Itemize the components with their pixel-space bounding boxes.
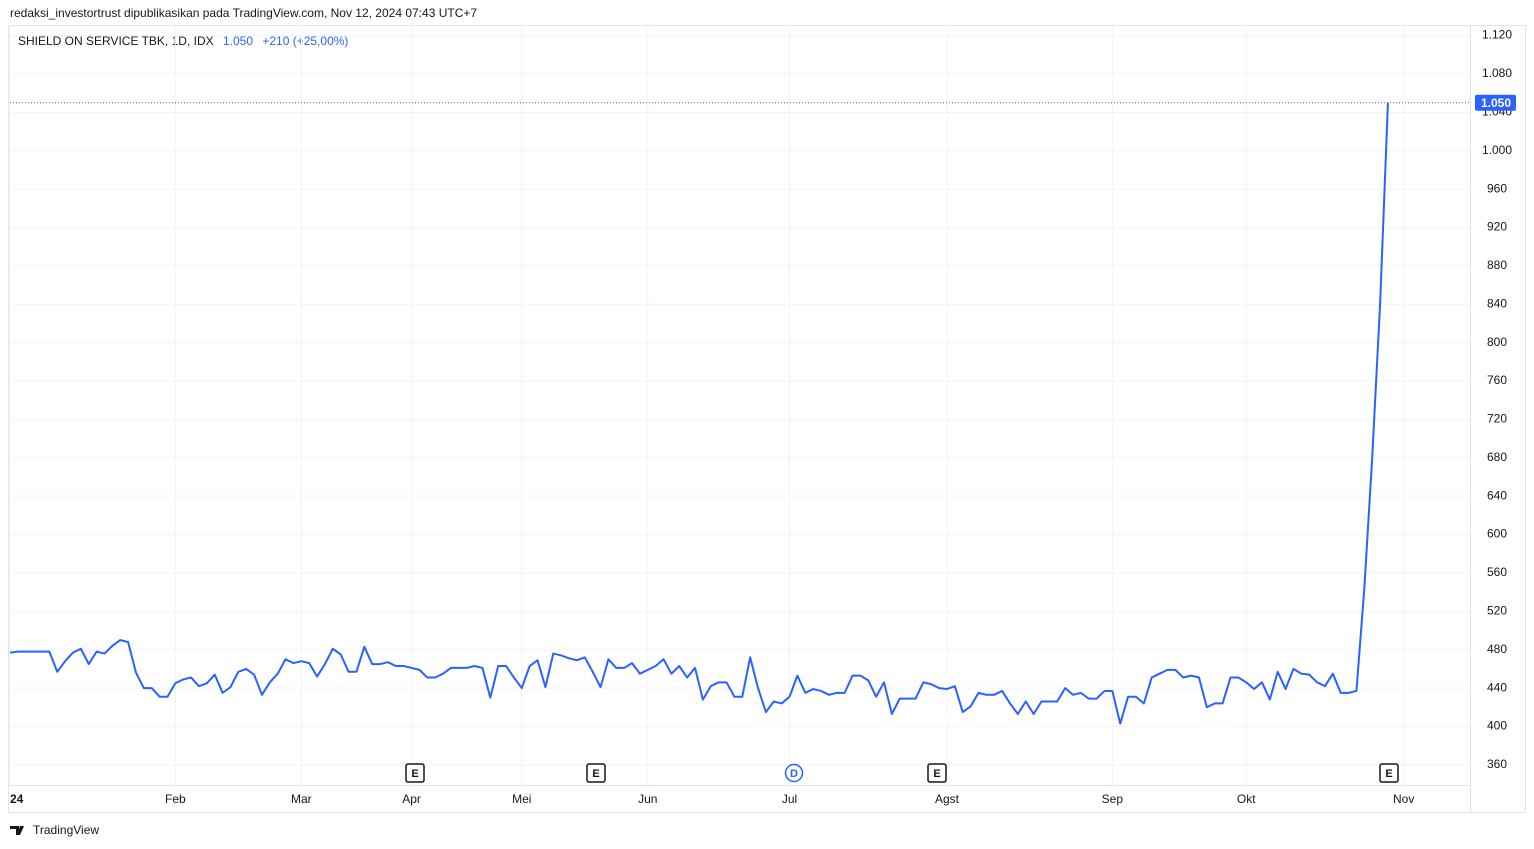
y-tick-label: 880 bbox=[1487, 258, 1507, 272]
x-tick-label: Mar bbox=[291, 792, 312, 806]
x-tick-label: 24 bbox=[10, 792, 24, 806]
last-price: 1.050 bbox=[223, 34, 253, 48]
event-label: E bbox=[1385, 768, 1392, 780]
event-label: E bbox=[933, 768, 940, 780]
x-tick-label: Agst bbox=[935, 792, 960, 806]
price-badge-label: 1.050 bbox=[1481, 96, 1511, 110]
symbol-name: SHIELD ON SERVICE TBK, 1D, IDX bbox=[18, 34, 214, 48]
y-tick-label: 1.000 bbox=[1482, 143, 1512, 157]
x-tick-label: Okt bbox=[1237, 792, 1256, 806]
x-tick-label: Jul bbox=[782, 792, 797, 806]
x-tick-label: Feb bbox=[165, 792, 186, 806]
price-badge bbox=[1475, 94, 1516, 111]
chart-frame bbox=[8, 25, 1526, 813]
y-tick-label: 720 bbox=[1487, 412, 1507, 426]
y-tick-label: 920 bbox=[1487, 220, 1507, 234]
x-tick-label: Nov bbox=[1393, 792, 1414, 806]
y-tick-label: 1.120 bbox=[1482, 28, 1512, 42]
event-earnings bbox=[1379, 763, 1399, 783]
y-tick-label: 360 bbox=[1487, 757, 1507, 771]
legend: SHIELD ON SERVICE TBK, 1D, IDX 1.050 +21… bbox=[18, 34, 348, 48]
y-tick-label: 600 bbox=[1487, 527, 1507, 541]
x-tick-label: Jun bbox=[638, 792, 657, 806]
y-tick-label: 760 bbox=[1487, 373, 1507, 387]
y-tick-label: 440 bbox=[1487, 680, 1507, 694]
x-tick-label: Apr bbox=[402, 792, 421, 806]
y-tick-label: 520 bbox=[1487, 603, 1507, 617]
y-tick-label: 800 bbox=[1487, 335, 1507, 349]
event-label: E bbox=[592, 768, 599, 780]
y-tick-label: 560 bbox=[1487, 565, 1507, 579]
footer-brand: TradingView bbox=[33, 823, 99, 837]
price-change: +210 (+25,00%) bbox=[262, 34, 348, 48]
price-line bbox=[9, 102, 1389, 725]
event-earnings bbox=[927, 763, 947, 783]
publisher-note: redaksi_investortrust dipublikasikan pad… bbox=[10, 6, 477, 20]
event-label: E bbox=[411, 768, 418, 780]
grid bbox=[9, 25, 1470, 785]
event-earnings bbox=[405, 763, 425, 783]
x-tick-label: Sep bbox=[1102, 792, 1124, 806]
event-dividend bbox=[784, 763, 804, 783]
y-tick-label: 960 bbox=[1487, 181, 1507, 195]
logo-mark bbox=[10, 826, 24, 835]
event-earnings bbox=[586, 763, 606, 783]
y-tick-label: 640 bbox=[1487, 488, 1507, 502]
footer-logo: TradingView bbox=[10, 823, 99, 837]
y-tick-label: 680 bbox=[1487, 450, 1507, 464]
y-tick-label: 840 bbox=[1487, 296, 1507, 310]
y-tick-label: 400 bbox=[1487, 719, 1507, 733]
x-tick-label: Mei bbox=[512, 792, 531, 806]
y-tick-label: 480 bbox=[1487, 642, 1507, 656]
y-tick-label: 1.080 bbox=[1482, 66, 1512, 80]
event-label: D bbox=[790, 768, 798, 780]
